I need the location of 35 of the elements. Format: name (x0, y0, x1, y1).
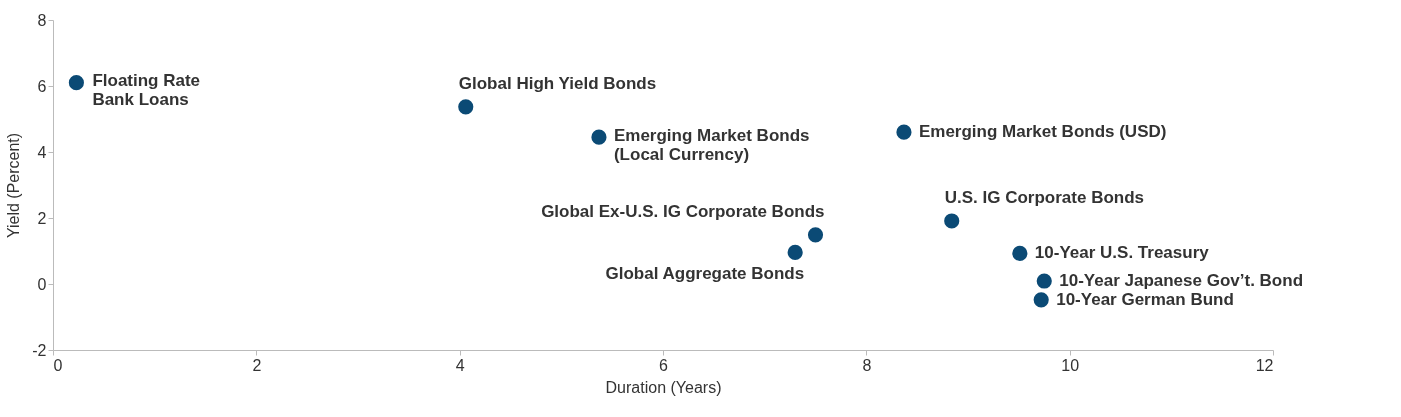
point (787, 244, 803, 260)
x-tick-label: 4 (455, 356, 465, 374)
point (1036, 273, 1052, 289)
point (896, 124, 912, 140)
point (591, 129, 607, 145)
point (807, 227, 824, 243)
x-tick-label: 12 (1255, 356, 1274, 374)
x-tick-label: 10 (1061, 356, 1080, 374)
y-tick-label: 2 (37, 209, 47, 227)
series-label: Emerging Market Bonds (Local Currency) (613, 126, 810, 165)
y-tick-label: 8 (37, 11, 47, 29)
series-label: 10-Year German Bund (1056, 289, 1234, 309)
series-label: 10-Year U.S. Treasury (1034, 243, 1210, 263)
series-label: Global High Yield Bonds (458, 73, 657, 93)
point (68, 75, 84, 91)
series-label: Global Aggregate Bonds (605, 264, 805, 284)
series-label: 10-Year Japanese Gov’t. Bond (1059, 271, 1304, 291)
y-tick-label: 0 (37, 275, 47, 293)
point (944, 213, 960, 229)
point (1033, 292, 1049, 308)
x-tick-label: 2 (252, 356, 262, 374)
y-tick-label: 6 (37, 77, 47, 95)
y-axis-title: Yield (Percent) (5, 132, 23, 239)
point (1012, 245, 1028, 261)
series-label: Emerging Market Bonds (USD) (918, 122, 1167, 142)
y-tick-label: 4 (37, 143, 47, 161)
series-label: Global Ex-U.S. IG Corporate Bonds (541, 201, 825, 221)
series-label: Floating Rate Bank Loans (92, 70, 201, 109)
x-tick-label: 8 (862, 356, 872, 374)
series-label: U.S. IG Corporate Bonds (944, 187, 1145, 207)
x-tick-label: 6 (659, 356, 669, 374)
point (458, 99, 474, 115)
y-tick-label: -2 (32, 341, 47, 359)
x-tick-label: 0 (53, 356, 63, 374)
x-axis-title: Duration (Years) (605, 378, 722, 396)
